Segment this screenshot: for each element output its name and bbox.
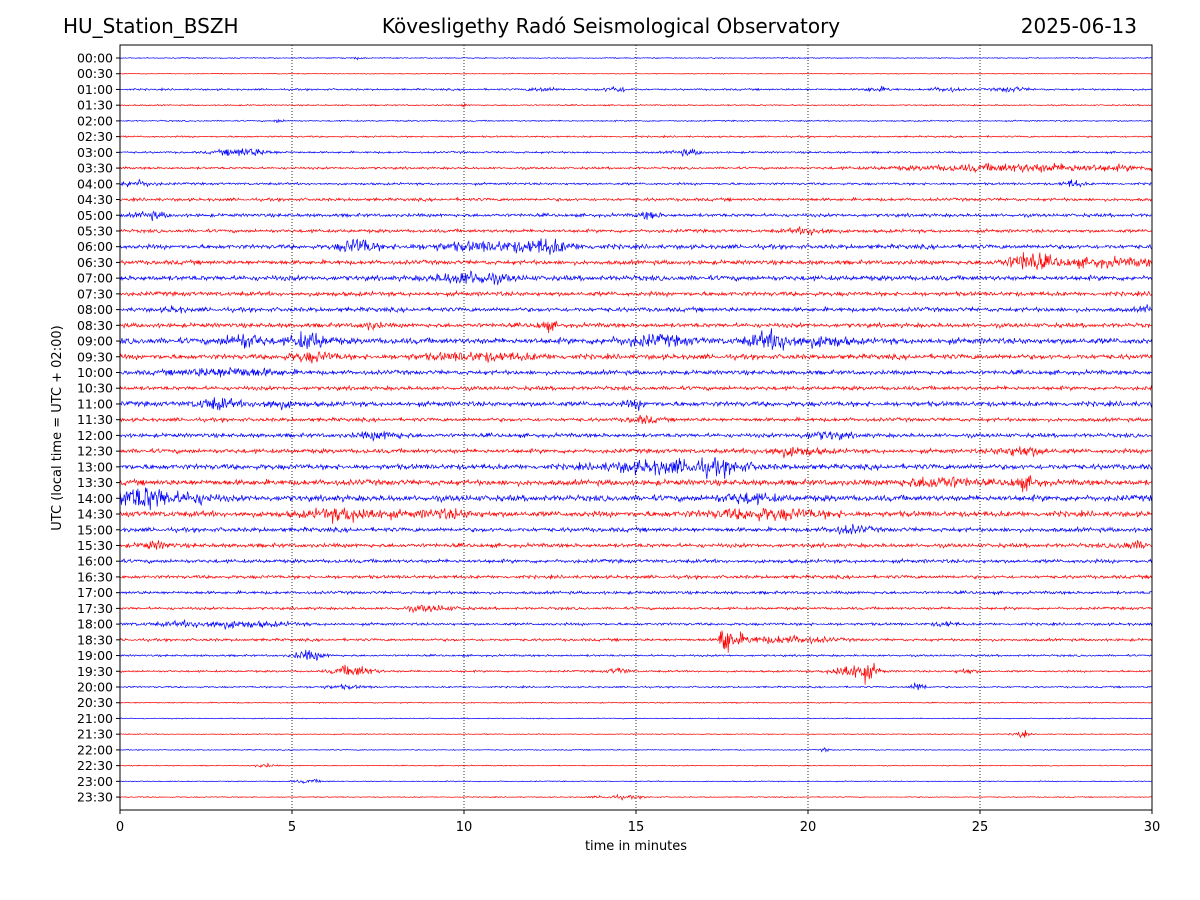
y-tick-label: 17:30 [77,601,113,616]
x-tick-label: 15 [628,820,645,835]
y-tick-label: 13:30 [77,475,113,490]
trace-0430 [119,196,1153,203]
vertical-gridlines [291,45,981,810]
trace-2300 [119,778,1153,784]
y-tick-label: 06:30 [77,255,113,270]
y-tick-label: 02:30 [77,129,113,144]
station-name: HU_Station_BSZH [63,14,239,38]
y-tick-label: 09:30 [77,349,113,364]
trace-1530 [119,540,1153,550]
y-tick-label: 08:00 [77,302,113,317]
y-axis-label: UTC (local time = UTC + 02:00) [50,325,65,530]
y-tick-label: 15:00 [77,522,113,537]
trace-2200 [119,747,1153,753]
y-tick-label: 03:00 [77,145,113,160]
y-tick-label: 22:00 [77,742,113,757]
x-tick-label: 30 [1144,820,1161,835]
y-tick-label: 07:30 [77,286,113,301]
y-tick-label: 19:30 [77,664,113,679]
trace-1400 [119,487,1153,511]
y-tick-label: 05:30 [77,223,113,238]
y-tick-label: 16:30 [77,569,113,584]
y-tick-label: 17:00 [77,585,113,600]
y-tick-label: 00:30 [77,66,113,81]
y-tick-label: 04:30 [77,192,113,207]
trace-0030 [119,72,1153,75]
y-tick-label: 00:00 [77,51,113,66]
y-tick-label: 18:00 [77,617,113,632]
y-tick-label: 21:00 [77,711,113,726]
y-tick-label: 20:00 [77,680,113,695]
y-tick-label: 01:00 [77,82,113,97]
x-tick-label: 10 [456,820,473,835]
y-tick-label: 12:00 [77,428,113,443]
y-tick-label: 18:30 [77,632,113,647]
y-tick-label: 23:00 [77,774,113,789]
x-axis: 0 5 10 15 20 25 30 [116,810,1160,835]
y-axis: 00:0000:3001:0001:3002:0002:3003:0003:30… [77,51,120,805]
trace-2000 [119,682,1153,691]
y-tick-label: 08:30 [77,318,113,333]
y-tick-label: 06:00 [77,239,113,254]
record-date: 2025-06-13 [1020,14,1137,38]
trace-2330 [119,793,1153,801]
y-tick-label: 09:00 [77,334,113,349]
y-tick-label: 21:30 [77,727,113,742]
trace-1030 [119,384,1153,392]
y-tick-label: 11:30 [77,412,113,427]
y-tick-label: 01:30 [77,98,113,113]
y-tick-label: 23:30 [77,790,113,805]
x-axis-label: time in minutes [585,839,687,854]
y-tick-label: 14:00 [77,491,113,506]
trace-1730 [119,604,1153,614]
x-tick-label: 20 [800,820,817,835]
y-tick-label: 02:00 [77,113,113,128]
y-tick-label: 19:00 [77,648,113,663]
trace-1200 [119,430,1153,442]
y-tick-label: 20:30 [77,695,113,710]
x-tick-label: 25 [972,820,989,835]
trace-1300 [119,457,1153,480]
trace-0500 [119,210,1153,222]
trace-0730 [119,289,1153,298]
y-tick-label: 10:30 [77,381,113,396]
x-tick-label: 5 [288,820,296,835]
trace-0100 [119,85,1153,94]
y-tick-label: 04:00 [77,176,113,191]
y-tick-label: 13:00 [77,459,113,474]
y-tick-label: 16:00 [77,554,113,569]
observatory-title: Kövesligethy Radó Seismological Observat… [381,14,841,38]
y-tick-label: 22:30 [77,758,113,773]
y-tick-label: 03:30 [77,161,113,176]
y-tick-label: 07:00 [77,271,113,286]
trace-2100 [119,717,1153,720]
y-tick-label: 14:30 [77,507,113,522]
y-tick-label: 11:00 [77,396,113,411]
trace-0700 [119,270,1153,286]
trace-0230 [119,134,1153,139]
y-tick-label: 12:30 [77,444,113,459]
y-tick-label: 10:00 [77,365,113,380]
trace-0300 [119,147,1153,157]
y-tick-label: 15:30 [77,538,113,553]
trace-1930 [119,662,1153,685]
x-tick-label: 0 [116,820,124,835]
y-tick-label: 05:00 [77,208,113,223]
trace-2130 [119,730,1153,739]
trace-1130 [119,414,1153,425]
